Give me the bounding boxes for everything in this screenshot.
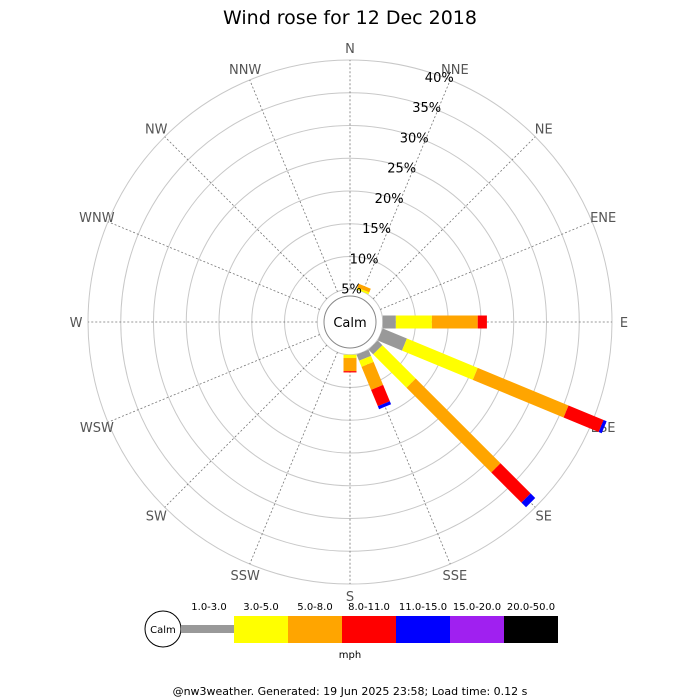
grid-spoke <box>107 221 320 310</box>
radial-tick-label: 25% <box>387 162 416 177</box>
grid-spoke <box>380 221 593 310</box>
bar-stack-sse <box>356 349 392 410</box>
polar-grid: NNNENEENEEESESESSESSSWSWWSWWWNWNWNNW <box>70 42 629 605</box>
bar-segment <box>491 463 531 503</box>
direction-label: SW <box>146 510 167 525</box>
grid-spoke <box>249 352 338 565</box>
bar-segment <box>472 367 569 418</box>
legend-label: 11.0-15.0 <box>399 602 447 613</box>
direction-label: NNE <box>441 63 469 78</box>
direction-label: WSW <box>80 421 114 436</box>
bar-segment <box>361 361 384 390</box>
radial-tick-label: 10% <box>350 252 379 267</box>
legend-label: 20.0-50.0 <box>507 602 555 613</box>
direction-label: NE <box>535 122 553 137</box>
legend-calm-label: Calm <box>150 625 176 636</box>
grid-ring <box>185 157 515 487</box>
bar-segment <box>359 355 374 367</box>
legend-swatch <box>504 616 558 643</box>
direction-label: S <box>346 590 354 605</box>
legend-label: 8.0-11.0 <box>348 602 390 613</box>
bar-stack-se <box>368 340 536 508</box>
bar-segment <box>431 315 478 329</box>
legend-label: 1.0-3.0 <box>191 602 226 613</box>
radial-tick-label: 30% <box>400 131 429 146</box>
bar-segment <box>382 315 396 329</box>
bar-segment <box>343 371 357 373</box>
direction-label: W <box>70 316 83 331</box>
bar-stack-ese <box>377 328 607 434</box>
bar-stack-e <box>382 315 487 329</box>
legend-swatch <box>396 616 450 643</box>
bar-segment <box>406 378 501 473</box>
bar-segment <box>521 493 536 508</box>
direction-label: NNW <box>229 63 261 78</box>
radial-tick-label: 40% <box>425 71 454 86</box>
calm-circle: Calm <box>323 295 377 349</box>
radial-tick-label: 35% <box>412 101 441 116</box>
wind-bars <box>343 283 607 508</box>
grid-spoke <box>107 334 320 423</box>
bar-segment <box>377 401 392 410</box>
direction-label: N <box>345 42 355 57</box>
bar-stack-s <box>343 354 357 373</box>
radial-tick-labels: 5% 10% 15% 20% 25% 30% 35% 40% <box>341 71 453 298</box>
legend-swatch <box>234 616 288 643</box>
radial-tick-label: 5% <box>341 283 362 298</box>
bar-segment <box>368 340 383 355</box>
bar-segment <box>371 384 390 407</box>
legend-swatch <box>450 616 504 643</box>
radial-tick-label: 15% <box>362 222 391 237</box>
bar-segment <box>401 338 478 380</box>
legend-label: 5.0-8.0 <box>297 602 332 613</box>
direction-label: E <box>620 316 628 331</box>
calm-label: Calm <box>333 316 366 331</box>
bar-segment <box>563 405 604 433</box>
bar-segment <box>477 315 487 329</box>
bar-segment <box>373 345 416 388</box>
chart-title: Wind rose for 12 Dec 2018 <box>223 7 477 29</box>
legend: Calm 1.0-3.0 3.0-5.0 5.0-8.0 8.0-11.0 11.0-1… <box>144 602 558 661</box>
bar-segment <box>356 287 370 295</box>
direction-label: SSW <box>230 569 260 584</box>
bar-segment <box>357 283 371 293</box>
bar-stack-nne <box>356 283 371 295</box>
legend-label: 15.0-20.0 <box>453 602 501 613</box>
grid-spoke <box>164 136 328 300</box>
grid-spoke <box>164 344 328 508</box>
direction-label: WNW <box>79 211 115 226</box>
bar-segment <box>598 420 607 434</box>
legend-label: 3.0-5.0 <box>243 602 278 613</box>
bar-segment <box>356 349 372 361</box>
direction-label: SSE <box>442 569 467 584</box>
grid-spoke <box>249 79 338 292</box>
grid-ring <box>153 125 547 519</box>
legend-unit-label: mph <box>339 650 361 661</box>
direction-label: SE <box>536 510 552 525</box>
legend-swatch <box>288 616 342 643</box>
direction-label: NW <box>145 122 168 137</box>
bar-segment <box>343 354 357 359</box>
bar-segment <box>395 315 432 329</box>
legend-swatch <box>342 616 396 643</box>
bar-segment <box>343 358 357 372</box>
bar-segment <box>377 328 407 351</box>
footer-text: @nw3weather. Generated: 19 Jun 2025 23:5… <box>173 685 528 698</box>
radial-tick-label: 20% <box>375 192 404 207</box>
direction-label: ENE <box>590 211 616 226</box>
